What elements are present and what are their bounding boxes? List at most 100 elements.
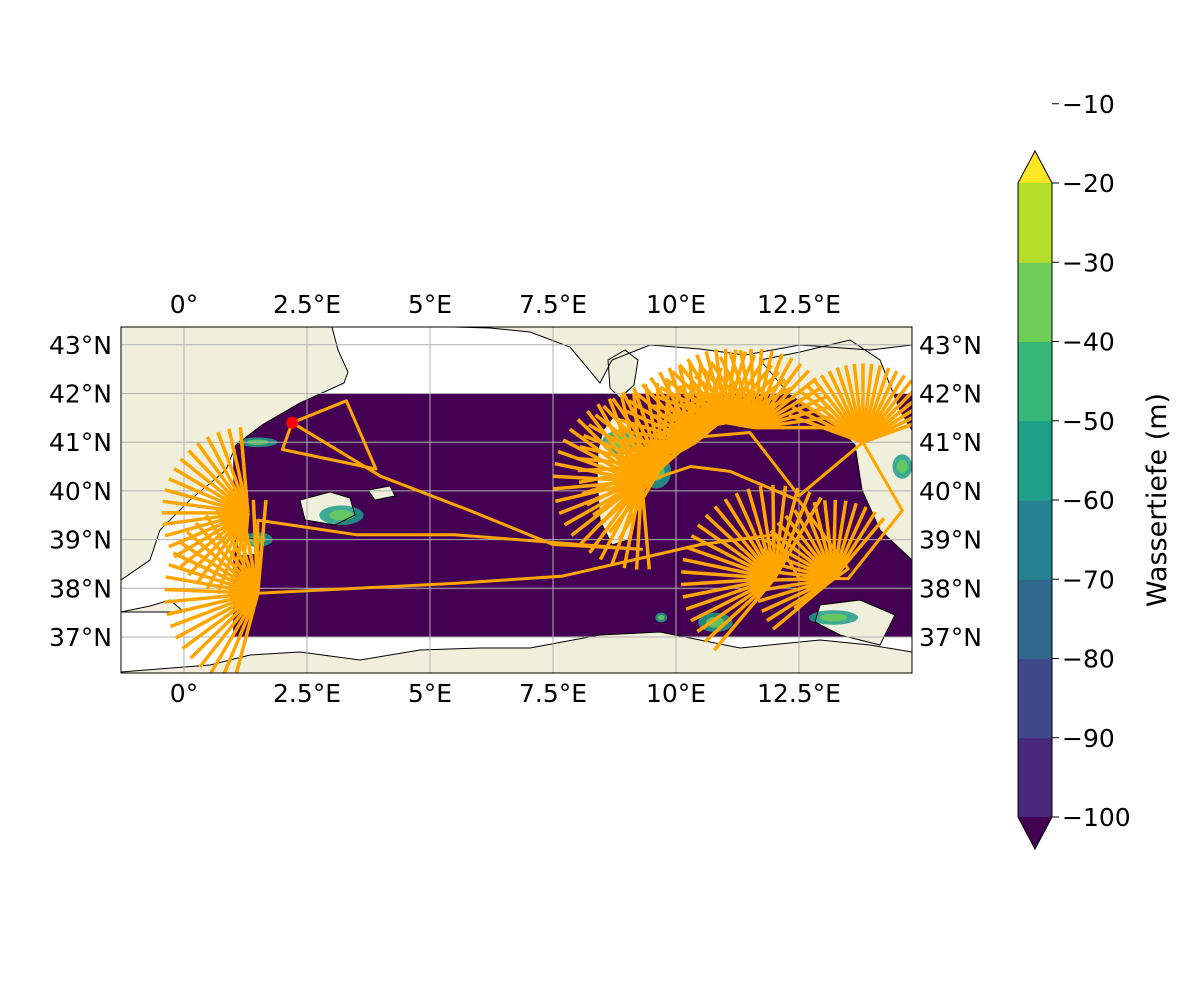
y-tick-label: 37°N — [919, 623, 982, 652]
heading-ray — [793, 509, 835, 580]
heading-ray — [652, 420, 726, 438]
x-tick-label: 2.5°E — [273, 290, 341, 319]
heading-ray — [619, 440, 697, 464]
heading-ray — [822, 500, 836, 579]
land-corsica-overlay — [608, 350, 638, 398]
heading-ray — [215, 508, 260, 594]
heading-ray — [802, 504, 836, 580]
heading-ray — [640, 383, 697, 444]
heading-ray — [634, 481, 644, 570]
heading-ray — [181, 591, 259, 651]
colorbar-extend-min — [1018, 817, 1052, 849]
x-tick-label: 10°E — [646, 679, 706, 708]
x-tick-label: 7.5°E — [519, 290, 587, 319]
colorbar-tick-label: −90 — [1062, 724, 1115, 753]
heading-ray — [776, 521, 835, 580]
colorbar-segment — [1018, 183, 1052, 263]
colorbar-tick-label: −40 — [1062, 328, 1115, 357]
heading-fan — [754, 499, 886, 631]
x-tick-label: 5°E — [408, 290, 452, 319]
heading-ray — [682, 557, 775, 581]
heading-ray — [194, 521, 260, 595]
land-france-east — [454, 327, 912, 383]
heading-ray — [164, 587, 258, 595]
start-marker — [286, 416, 299, 429]
heading-ray — [627, 399, 697, 444]
heading-ray — [162, 499, 249, 515]
coast-mallorca — [299, 491, 356, 526]
heading-ray — [676, 412, 756, 430]
heading-ray — [679, 401, 756, 430]
heading-ray — [166, 591, 259, 617]
heading-ray — [216, 431, 250, 514]
heading-ray — [718, 356, 757, 429]
heading-ray — [788, 413, 864, 444]
colorbar-segment — [1018, 262, 1052, 342]
coast-europe — [121, 327, 349, 581]
heading-ray — [757, 576, 834, 604]
heading-ray — [205, 436, 250, 514]
colorbar-tick-label: −70 — [1062, 565, 1115, 594]
heading-ray — [577, 456, 662, 469]
heading-ray — [617, 440, 696, 454]
map-frame — [120, 326, 913, 674]
heading-ray — [173, 467, 249, 515]
heading-ray — [704, 513, 776, 580]
heading-ray — [165, 575, 259, 595]
heading-ray — [738, 349, 757, 428]
x-tick-labels-top: 0° 2.5°E 5°E 7.5°E 10°E 12.5°E — [170, 290, 841, 319]
colorbar: −100 −90 −80 −70 −60 −50 −40 −30 −20 −10 Wasserti… — [1017, 90, 1173, 851]
coast-corsica — [607, 349, 639, 399]
x-tick-label: 12.5°E — [757, 679, 841, 708]
land-africa-overlay — [121, 632, 912, 673]
heading-ray — [752, 349, 764, 428]
colorbar-extend-max — [1018, 151, 1052, 183]
land-minorca-overlay — [368, 486, 395, 500]
x-tick-label: 0° — [170, 290, 198, 319]
heading-ray — [713, 505, 776, 580]
x-tick-label: 0° — [170, 679, 198, 708]
y-tick-label: 43°N — [49, 331, 112, 360]
heading-ray — [831, 499, 838, 579]
y-tick-label: 41°N — [49, 428, 112, 457]
heading-ray — [222, 592, 260, 673]
shallow-patch-core — [329, 509, 354, 521]
heading-ray — [172, 551, 259, 595]
heading-ray — [179, 511, 250, 568]
heading-ray — [602, 404, 663, 468]
heading-ray — [592, 465, 663, 517]
heading-ray — [753, 362, 803, 429]
colorbar-segment — [1018, 420, 1052, 501]
heading-ray — [685, 545, 775, 581]
heading-ray — [681, 570, 775, 581]
heading-ray — [769, 529, 835, 580]
heading-ray — [753, 369, 811, 429]
colorbar-tick-label: −60 — [1062, 486, 1115, 515]
heading-ray — [831, 506, 868, 580]
track-fans — [161, 348, 912, 673]
shallow-patch-core — [819, 613, 847, 622]
land-europe-overlay — [121, 327, 348, 580]
heading-ray — [577, 464, 662, 473]
heading-ray — [616, 439, 696, 444]
colorbar-tick-label: −80 — [1062, 645, 1115, 674]
y-tick-label: 38°N — [919, 574, 982, 603]
heading-ray — [168, 563, 259, 595]
heading-ray — [682, 392, 756, 430]
x-tick-label: 2.5°E — [273, 679, 341, 708]
heading-ray — [179, 457, 250, 515]
heading-ray — [227, 428, 250, 514]
colorbar-tick-label: −10 — [1062, 90, 1115, 119]
colorbar-segments — [1017, 149, 1053, 851]
heading-ray — [239, 500, 260, 594]
heading-ray — [196, 442, 250, 514]
heading-ray — [831, 500, 848, 579]
colorbar-label: Wassertiefe (m) — [1142, 393, 1173, 607]
heading-ray — [189, 591, 260, 660]
colorbar-tick-label: −50 — [1062, 407, 1115, 436]
shallow-patch-core — [657, 614, 665, 621]
heading-ray — [186, 530, 259, 595]
heading-ray — [764, 538, 835, 581]
heading-ray — [784, 514, 835, 580]
y-tick-label: 40°N — [919, 477, 982, 506]
